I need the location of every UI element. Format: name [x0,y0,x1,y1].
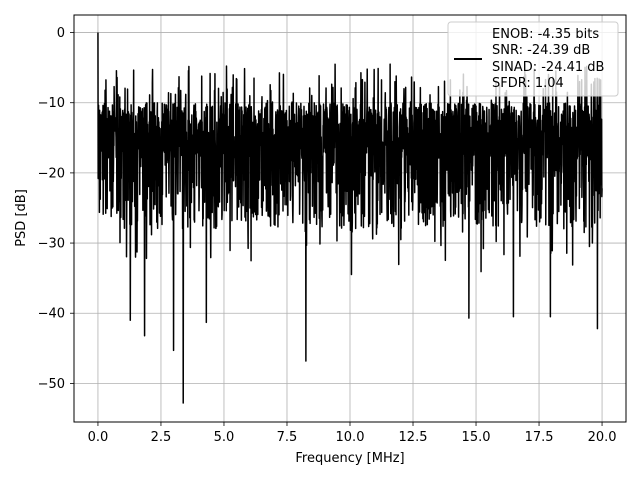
y-tick-label: −40 [38,307,65,322]
x-tick-label: 15.0 [462,430,491,445]
psd-line-group [97,32,603,404]
legend: ENOB: -4.35 bits SNR: -24.39 dB SINAD: -… [447,21,619,97]
legend-line-sinad: SINAD: -24.41 dB [492,60,604,75]
legend-line-sfdr: SFDR: 1.04 [492,76,564,91]
x-tick-label: 7.5 [277,430,298,445]
y-axis-ticks: 0 −10 −20 −30 −40 −50 [38,26,74,392]
x-tick-label: 17.5 [525,430,554,445]
y-axis-label: PSD [dB] [14,189,29,247]
y-tick-label: −10 [38,96,65,111]
legend-line-snr: SNR: -24.39 dB [492,43,590,58]
x-tick-label: 10.0 [336,430,365,445]
legend-box [447,21,619,97]
y-tick-label: −30 [38,237,65,252]
x-tick-label: 5.0 [214,430,235,445]
y-tick-label: −20 [38,166,65,181]
y-tick-label: −50 [38,377,65,392]
x-tick-label: 20.0 [588,430,617,445]
legend-line-enob: ENOB: -4.35 bits [492,27,599,42]
x-axis-label: Frequency [MHz] [295,451,404,466]
y-tick-label: 0 [57,26,65,41]
x-axis-ticks: 0.0 2.5 5.0 7.5 10.0 12.5 15.0 17.5 20.0 [88,422,617,445]
psd-series-line [97,32,603,404]
x-tick-label: 0.0 [88,430,109,445]
x-tick-label: 12.5 [399,430,428,445]
x-tick-label: 2.5 [151,430,172,445]
